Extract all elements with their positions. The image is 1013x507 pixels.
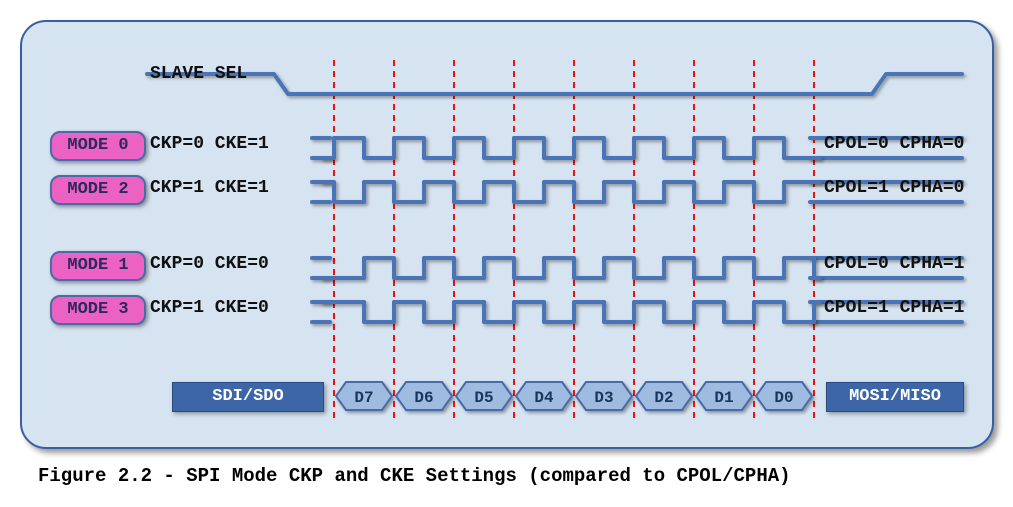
svg-text:D5: D5 [474, 389, 493, 407]
mode-badge-mode0: MODE 0 [50, 131, 146, 161]
mode-badge-mode2: MODE 2 [50, 175, 146, 205]
slave-sel-label: SLAVE SEL [150, 64, 247, 84]
timing-panel: D7D6D5D4D3D2D1D0 SLAVE SELMODE 0CKP=0 CK… [20, 20, 994, 449]
svg-text:D4: D4 [534, 389, 554, 407]
figure-caption: Figure 2.2 - SPI Mode CKP and CKE Settin… [38, 465, 993, 487]
right-label-mode3: CPOL=1 CPHA=1 [824, 298, 964, 318]
left-label-mode3: CKP=1 CKE=0 [150, 298, 269, 318]
svg-text:D0: D0 [774, 389, 793, 407]
svg-text:D3: D3 [594, 389, 613, 407]
mode-badge-mode3: MODE 3 [50, 295, 146, 325]
svg-text:D2: D2 [654, 389, 673, 407]
right-label-mode0: CPOL=0 CPHA=0 [824, 134, 964, 154]
left-label-mode2: CKP=1 CKE=1 [150, 178, 269, 198]
right-label-mode1: CPOL=0 CPHA=1 [824, 254, 964, 274]
mode-badge-mode1: MODE 1 [50, 251, 146, 281]
svg-text:D6: D6 [414, 389, 433, 407]
left-label-mode0: CKP=0 CKE=1 [150, 134, 269, 154]
left-label-mode1: CKP=0 CKE=0 [150, 254, 269, 274]
svg-text:D7: D7 [354, 389, 373, 407]
mosi-miso-box: MOSI/MISO [826, 382, 964, 412]
sdi-sdo-box: SDI/SDO [172, 382, 324, 412]
svg-text:D1: D1 [714, 389, 733, 407]
right-label-mode2: CPOL=1 CPHA=0 [824, 178, 964, 198]
